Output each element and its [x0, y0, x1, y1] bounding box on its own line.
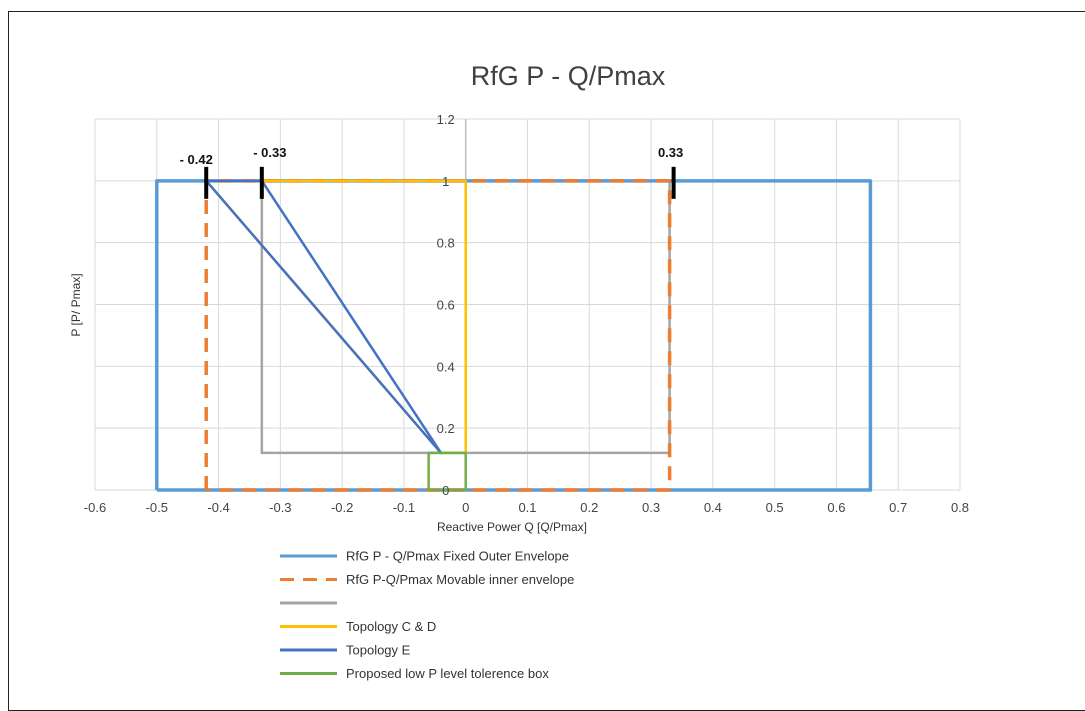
- annotation-label: - 0.33: [253, 145, 286, 160]
- annotation-label: - 0.42: [180, 152, 213, 167]
- y-tick-label: 0.8: [437, 236, 455, 251]
- bound-markers: [204, 166, 676, 199]
- x-tick-label: -0.6: [84, 500, 106, 515]
- x-tick-label: 0.6: [827, 500, 845, 515]
- legend-label: Topology E: [346, 643, 411, 658]
- x-tick-label: 0.7: [889, 500, 907, 515]
- annotations: - 0.42 - 0.33 0.33: [180, 145, 684, 167]
- y-tick-label: 0.4: [437, 359, 455, 374]
- legend-label: RfG P-Q/Pmax Movable inner envelope: [346, 572, 574, 587]
- y-tick-label: 0.6: [437, 298, 455, 313]
- x-tick-label: 0.5: [766, 500, 784, 515]
- x-axis-label: Reactive Power Q [Q/Pmax]: [437, 520, 587, 534]
- y-tick-labels: 0 0.2 0.4 0.6 0.8 1 1.2: [437, 112, 455, 498]
- y-tick-label: 1: [442, 174, 449, 189]
- legend-label: RfG P - Q/Pmax Fixed Outer Envelope: [346, 549, 569, 564]
- x-tick-label: -0.5: [146, 500, 168, 515]
- y-tick-label: 0: [442, 483, 449, 498]
- y-axis-label: P [P/ Pmax]: [69, 273, 83, 336]
- x-tick-label: 0.8: [951, 500, 969, 515]
- x-tick-labels: -0.6 -0.5 -0.4 -0.3 -0.2 -0.1 0 0.1 0.2 0.3 0.4 0.5…: [84, 500, 969, 515]
- grid: [94, 118, 961, 491]
- y-tick-label: 1.2: [437, 112, 455, 127]
- series-line-6: [427, 451, 467, 492]
- chart-title: RfG P - Q/Pmax: [471, 61, 666, 91]
- x-tick-label: 0: [462, 500, 469, 515]
- chart-svg: RfG P - Q/Pmax -0.6 -0.5 -0.4 -0.3 -0.2 -0.1 0…: [69, 61, 969, 681]
- x-tick-label: -0.4: [207, 500, 229, 515]
- annotation-label: 0.33: [658, 145, 683, 160]
- x-tick-label: 0.4: [704, 500, 722, 515]
- x-tick-label: -0.3: [269, 500, 291, 515]
- y-tick-label: 0.2: [437, 421, 455, 436]
- series-line-2: [204, 179, 672, 492]
- x-tick-label: 0.1: [518, 500, 536, 515]
- legend: RfG P - Q/Pmax Fixed Outer Envelope RfG P…: [280, 549, 574, 681]
- legend-label: Proposed low P level tolerence box: [346, 666, 549, 681]
- series-layer: [155, 179, 873, 492]
- x-tick-label: -0.2: [331, 500, 353, 515]
- series-line-5: [205, 179, 443, 455]
- x-tick-label: 0.3: [642, 500, 660, 515]
- legend-label: Topology C & D: [346, 619, 436, 634]
- series-line-1: [155, 179, 873, 492]
- x-tick-label: -0.1: [393, 500, 415, 515]
- x-tick-label: 0.2: [580, 500, 598, 515]
- series-line-4: [205, 179, 467, 455]
